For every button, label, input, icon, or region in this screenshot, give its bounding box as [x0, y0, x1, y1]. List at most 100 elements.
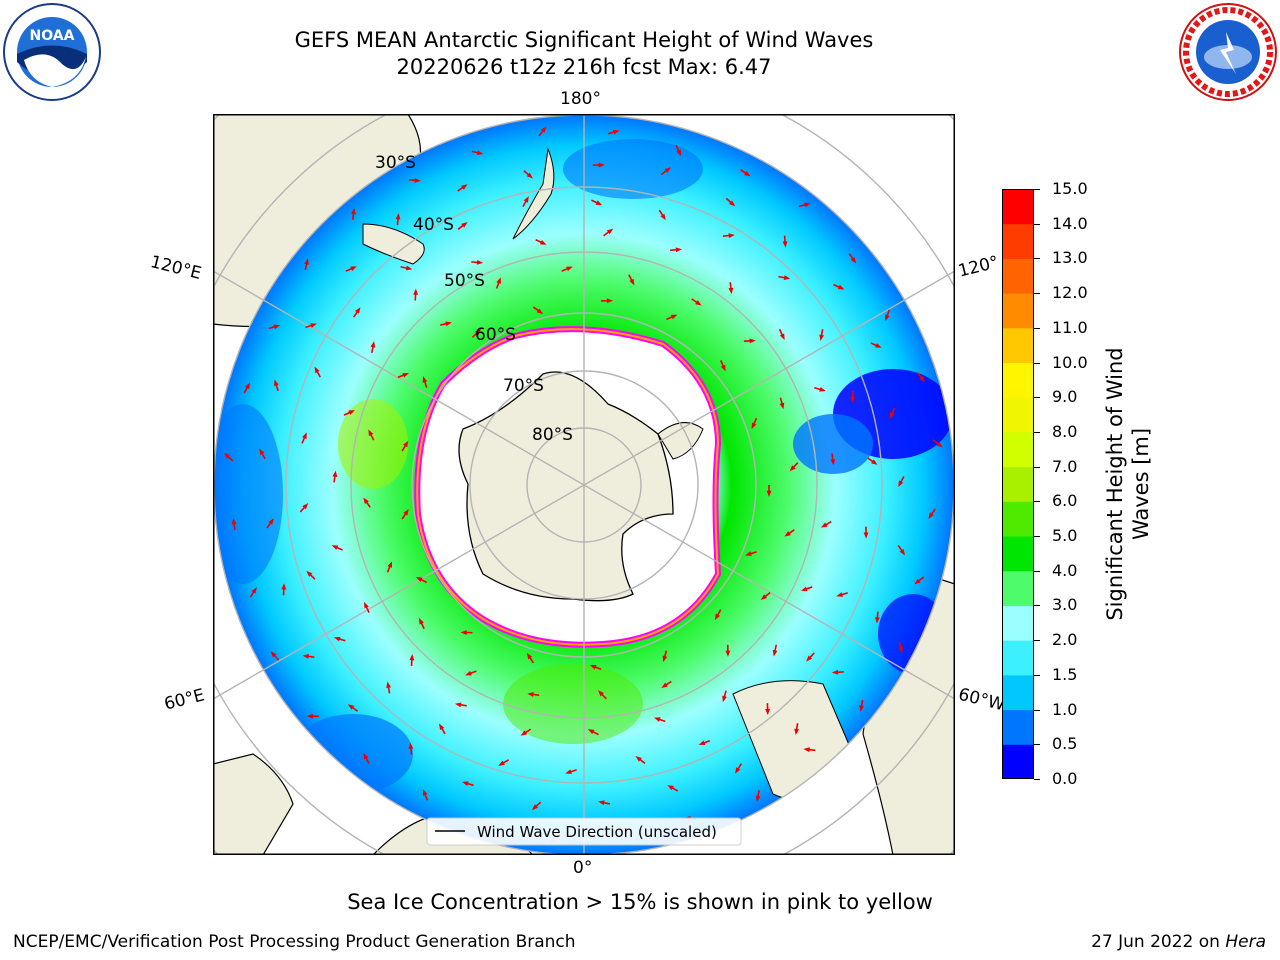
- wave-arrow-head: [476, 150, 484, 155]
- wave-arrow-head: [936, 441, 943, 448]
- map-legend: Wind Wave Direction (unscaled): [426, 817, 742, 846]
- new-zealand-land: [512, 147, 555, 240]
- wave-arrow-head: [273, 324, 281, 330]
- wave-arrow-head: [408, 742, 414, 750]
- colorbar-tick: [1034, 501, 1040, 503]
- colorbar-tick-label: 0.0: [1052, 769, 1078, 788]
- colorbar-tick-label: 5.0: [1052, 526, 1078, 546]
- wave-arrow-head: [779, 402, 785, 410]
- wave-arrow-head: [728, 233, 735, 238]
- wave-arrow-head: [662, 655, 668, 663]
- wave-arrow-head: [803, 747, 810, 753]
- colorbar-band: [1002, 189, 1034, 225]
- wave-arrow-head: [386, 681, 391, 689]
- colorbar-tick-label: 1.0: [1052, 699, 1078, 719]
- wave-arrow-head: [755, 795, 761, 803]
- colorbar-tick: [1034, 223, 1040, 225]
- wave-arrow-head: [270, 651, 277, 658]
- wave-arrow-head: [595, 200, 603, 206]
- wave-arrow-head: [863, 532, 869, 539]
- colorbar-tick-label: 4.0: [1052, 560, 1078, 580]
- wave-arrow-head: [526, 172, 533, 179]
- lat-label-70: 70°S: [503, 376, 544, 396]
- graticule: [213, 114, 955, 855]
- wave-arrow-head: [819, 387, 826, 392]
- wave-arrow-head: [664, 167, 671, 173]
- wave-arrow-head: [302, 653, 309, 659]
- colorbar-band: [1002, 640, 1034, 676]
- map-frame: [213, 114, 955, 855]
- wave-arrow-head: [461, 221, 468, 228]
- wave-arrow-head: [819, 334, 824, 342]
- wave-arrow-head: [606, 228, 614, 235]
- wave-arrow-head: [765, 708, 770, 716]
- chart-title: GEFS MEAN Antarctic Significant Height o…: [294, 28, 874, 52]
- wave-arrow-head: [806, 655, 813, 662]
- wave-arrow-head: [606, 298, 614, 304]
- wave-arrow-head: [306, 570, 313, 577]
- wave-arrow-head: [363, 752, 369, 760]
- wave-arrow-head: [898, 646, 903, 654]
- wave-arrow-head: [660, 213, 666, 221]
- wave-arrow-head: [347, 704, 355, 710]
- wave-arrow-head: [231, 518, 237, 525]
- lat-label-40: 40°S: [413, 215, 454, 235]
- wave-arrow-head: [363, 497, 369, 504]
- colorbar-tick-label: 9.0: [1052, 387, 1078, 407]
- wave-arrow-head: [531, 804, 539, 811]
- wave-arrow-head: [348, 410, 355, 415]
- colorbar-tick: [1034, 293, 1040, 295]
- wave-arrow-head: [405, 265, 413, 271]
- wave-arrow-head: [259, 448, 265, 455]
- wave-arrow-head: [714, 613, 720, 621]
- colorbar-tick: [1034, 536, 1040, 538]
- wave-arrow-head: [789, 465, 796, 472]
- wave-arrow-head: [244, 382, 251, 390]
- wave-arrow-head: [350, 266, 357, 271]
- wave-arrow-head: [387, 561, 393, 568]
- lat-label-30: 30°S: [375, 153, 416, 173]
- wave-arrow-head: [409, 653, 415, 661]
- colorbar-band: [1002, 431, 1034, 468]
- wave-arrow-head: [885, 314, 890, 322]
- wave-arrow-head: [734, 767, 741, 774]
- colorbar-band: [1002, 570, 1034, 606]
- wave-arrow-head: [413, 288, 418, 295]
- wave-arrow-head: [751, 422, 757, 430]
- wave-arrow-head: [402, 373, 410, 378]
- wave-arrow-head: [314, 366, 320, 374]
- wave-arrow-head: [831, 669, 839, 675]
- colorbar-tick-label: 14.0: [1052, 213, 1088, 233]
- colorbar-tick-label: 3.0: [1052, 595, 1078, 615]
- wave-arrow-head: [760, 594, 768, 600]
- wave-arrow-head: [635, 756, 642, 762]
- wave-arrow-head: [766, 490, 772, 497]
- colorbar-band: [1002, 397, 1034, 433]
- wave-arrow-head: [676, 149, 682, 157]
- wave-arrow-head: [722, 695, 727, 703]
- wave-arrow-head: [859, 705, 864, 712]
- wave-arrow-head: [274, 379, 279, 387]
- colorbar-label-line1: Significant Height of Wind: [1103, 347, 1127, 621]
- colorbar-band: [1002, 674, 1034, 711]
- wave-arrow-head: [589, 664, 597, 670]
- wave-arrow-head: [304, 258, 309, 265]
- colorbar-tick: [1034, 362, 1040, 364]
- colorbar-tick: [1034, 189, 1040, 190]
- wave-arrow-head: [281, 583, 287, 590]
- wave-arrow-head: [800, 586, 808, 592]
- wave-arrow-head: [899, 548, 906, 556]
- wave-arrow-head: [370, 341, 376, 348]
- colorbar-band: [1002, 536, 1034, 572]
- wave-arrow-head: [565, 769, 572, 774]
- noaa-logo-text: NOAA: [30, 28, 75, 44]
- wave-arrow-head: [871, 459, 878, 465]
- southern-africa-land: [213, 753, 294, 855]
- lon-label-120e: 120°E: [148, 252, 204, 284]
- wave-arrow-head: [526, 652, 533, 660]
- colorbar-tick: [1034, 709, 1040, 711]
- wave-arrow-head: [224, 452, 231, 459]
- colorbar-tick: [1034, 605, 1040, 607]
- wave-arrow-head: [914, 578, 921, 585]
- wave-arrow-head: [695, 300, 702, 306]
